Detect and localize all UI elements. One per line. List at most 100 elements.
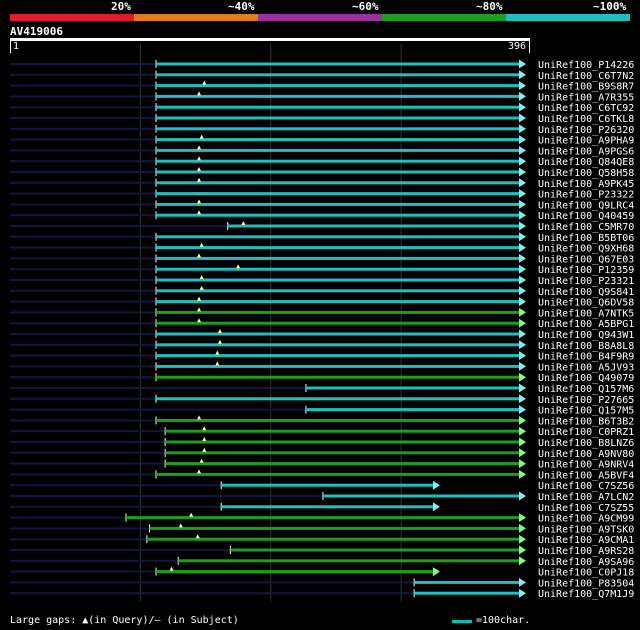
hit-arrow xyxy=(519,448,526,458)
hit-arrow xyxy=(519,351,526,361)
gap-marker xyxy=(199,285,204,290)
hit-bar xyxy=(156,170,519,174)
hit-bar xyxy=(126,516,520,520)
hit-bar xyxy=(156,300,519,304)
hit-label: UniRef100_C7SZ55 xyxy=(538,503,634,514)
ruler-start-tick xyxy=(10,41,11,53)
gap-marker xyxy=(199,134,204,139)
gap-marker xyxy=(215,350,220,355)
gap-marker xyxy=(197,318,202,323)
hit-label: UniRef100_P14226 xyxy=(538,60,634,71)
gap-marker xyxy=(202,437,207,441)
gap-marker xyxy=(197,199,202,204)
hit-label: UniRef100_A9PK45 xyxy=(538,179,634,190)
gap-marker xyxy=(197,307,202,312)
hit-arrow xyxy=(519,307,526,317)
gap-marker xyxy=(217,339,222,344)
hit-bar xyxy=(156,364,519,368)
hit-bar xyxy=(165,462,519,466)
hit-arrow xyxy=(519,405,526,415)
hit-label: UniRef100_Q40459 xyxy=(538,211,634,222)
hit-arrow xyxy=(519,329,526,339)
hit-bar xyxy=(165,440,519,444)
hit-arrow xyxy=(519,491,526,501)
hit-label: UniRef100_P27665 xyxy=(538,395,634,406)
gap-marker xyxy=(199,458,204,463)
gap-marker xyxy=(197,177,202,182)
hit-label: UniRef100_Q49079 xyxy=(538,373,634,384)
hit-arrow xyxy=(519,113,526,123)
hit-arrow xyxy=(519,189,526,199)
gap-marker xyxy=(197,156,202,161)
hit-bar xyxy=(156,397,519,401)
hit-label: UniRef100_A9PHA9 xyxy=(538,136,634,147)
hit-bar xyxy=(156,278,519,282)
hit-label: UniRef100_C7SZ56 xyxy=(538,481,634,492)
gap-marker xyxy=(197,415,202,420)
hit-label: UniRef100_A9CM99 xyxy=(538,514,634,525)
hit-label: UniRef100_P23322 xyxy=(538,190,634,201)
hit-label: UniRef100_A9RS28 xyxy=(538,546,634,557)
gap-marker xyxy=(197,296,202,301)
hit-label: UniRef100_A7NTK5 xyxy=(538,308,634,319)
hit-bar xyxy=(305,386,519,390)
hit-arrow xyxy=(519,232,526,242)
hit-bar xyxy=(305,408,519,412)
gap-marker xyxy=(217,329,222,333)
hit-bar xyxy=(221,505,433,509)
hit-label: UniRef100_Q943W1 xyxy=(538,330,634,341)
hit-label: UniRef100_B9S8R7 xyxy=(538,82,634,93)
hit-bar xyxy=(146,537,519,541)
hit-arrow xyxy=(519,556,526,566)
hit-bar xyxy=(156,94,519,98)
hit-bar xyxy=(156,375,519,379)
hit-arrow xyxy=(519,264,526,274)
large-gaps-legend: Large gaps: ▲(in Query)/– (in Subject) xyxy=(10,615,239,626)
hit-arrow xyxy=(519,253,526,263)
legend-label: ~60% xyxy=(352,0,379,13)
hit-label: UniRef100_Q7M1J9 xyxy=(538,589,634,600)
hit-label: UniRef100_C5MR70 xyxy=(538,222,634,233)
hit-label: UniRef100_A7LCN2 xyxy=(538,492,634,503)
legend-label: ~100% xyxy=(593,0,627,13)
hit-label: UniRef100_P83504 xyxy=(538,578,634,589)
legend-label: 20% xyxy=(111,0,131,13)
hit-bar xyxy=(156,472,519,476)
legend-segment xyxy=(10,14,134,21)
hit-label: UniRef100_Q58H58 xyxy=(538,168,634,179)
hit-label: UniRef100_A5BPG1 xyxy=(538,319,634,330)
gap-marker xyxy=(169,566,174,571)
gap-marker xyxy=(215,361,220,366)
hit-bar xyxy=(156,246,519,250)
legend-label: ~40% xyxy=(228,0,255,13)
hit-label: UniRef100_B8A8L8 xyxy=(538,341,634,352)
hit-bar xyxy=(156,570,433,574)
hit-arrow xyxy=(519,534,526,544)
hit-arrow xyxy=(519,415,526,425)
hit-label: UniRef100_C6TKL8 xyxy=(538,114,634,125)
hit-arrow xyxy=(519,361,526,371)
hit-label: UniRef100_A9SA96 xyxy=(538,557,634,568)
hit-bar xyxy=(414,580,519,584)
gap-marker xyxy=(202,447,207,452)
hit-arrow xyxy=(519,221,526,231)
gap-marker xyxy=(195,534,200,539)
hit-bar xyxy=(156,289,519,293)
hit-bar xyxy=(156,192,519,196)
hit-bar xyxy=(156,148,519,152)
hit-bar xyxy=(156,267,519,271)
hit-arrow xyxy=(519,577,526,587)
hit-bar xyxy=(156,343,519,347)
query-ruler xyxy=(10,38,530,41)
hit-label: UniRef100_B5BT06 xyxy=(538,233,634,244)
gap-marker xyxy=(241,221,246,225)
hit-label: UniRef100_A5BVF4 xyxy=(538,470,634,481)
hit-arrow xyxy=(519,340,526,350)
hit-arrow xyxy=(519,124,526,134)
legend-label: ~80% xyxy=(476,0,503,13)
hit-bar xyxy=(156,202,519,206)
hit-bar xyxy=(156,181,519,185)
hit-label: UniRef100_Q157M5 xyxy=(538,406,634,417)
hit-arrow xyxy=(519,286,526,296)
